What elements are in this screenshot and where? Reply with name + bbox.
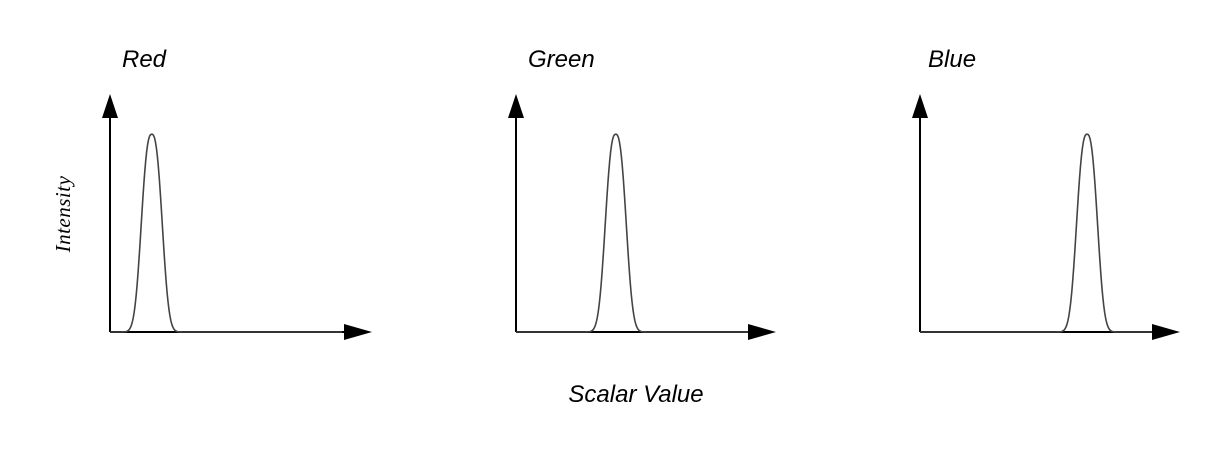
chart-panel-green: Green — [508, 46, 776, 340]
chart-title-green: Green — [528, 46, 595, 73]
x-axis-arrow-icon — [1152, 324, 1180, 340]
chart-title-red: Red — [122, 46, 167, 73]
y-axis-arrow-icon — [912, 94, 928, 118]
chart-title-blue: Blue — [928, 46, 976, 73]
intensity-curve-green — [516, 133, 748, 333]
intensity-curve-blue — [920, 133, 1152, 333]
x-axis-arrow-icon — [748, 324, 776, 340]
intensity-curve-red — [110, 133, 342, 333]
x-axis-label: Scalar Value — [568, 381, 703, 408]
chart-panel-red: Red — [102, 46, 372, 340]
y-axis-arrow-icon — [102, 94, 118, 118]
x-axis-arrow-icon — [344, 324, 372, 340]
y-axis-arrow-icon — [508, 94, 524, 118]
chart-panel-blue: Blue — [912, 46, 1180, 340]
y-axis-label: Intensity — [51, 175, 75, 253]
